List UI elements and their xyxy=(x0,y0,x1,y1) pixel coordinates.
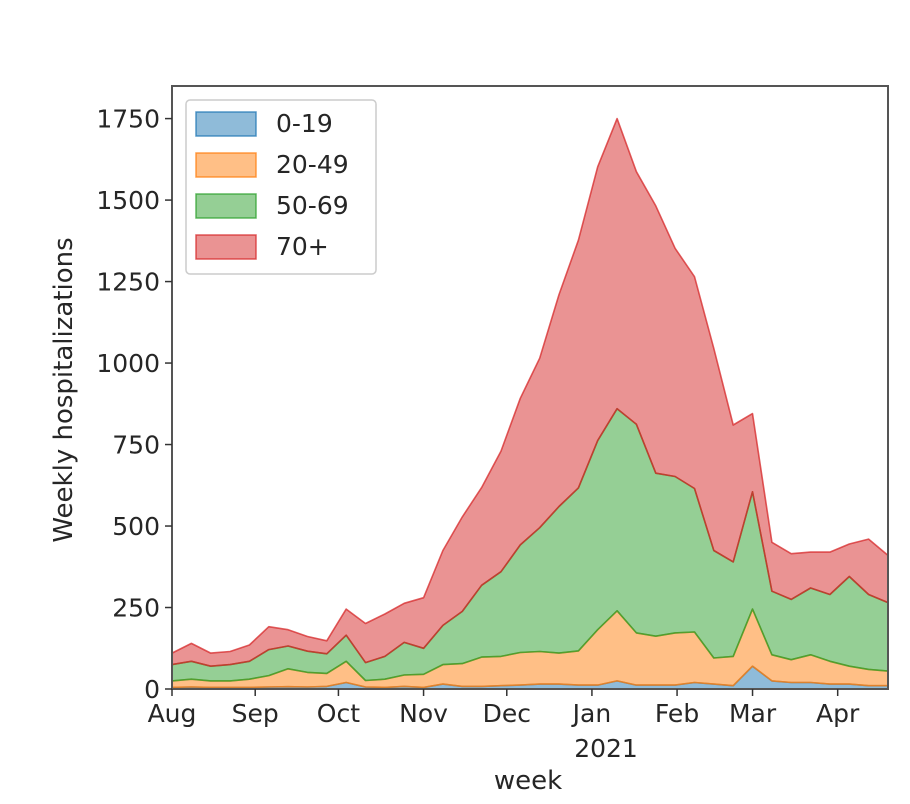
legend-label-0-19: 0-19 xyxy=(276,109,333,138)
y-axis: 0 250 500 750 1000 1250 1500 1750 xyxy=(96,105,172,704)
x-axis-title: week xyxy=(494,766,562,796)
legend-label-70-plus: 70+ xyxy=(276,232,329,261)
y-tick-label: 1750 xyxy=(96,105,160,134)
x-axis: Aug Sep Oct Nov Dec Jan Feb Mar Apr xyxy=(148,689,860,728)
x-tick-label-sep: Sep xyxy=(232,699,279,728)
legend-box xyxy=(185,99,377,275)
y-axis-title: Weekly hospitalizations xyxy=(49,237,79,542)
y-tick-label: 750 xyxy=(112,431,160,460)
x-tick-label-nov: Nov xyxy=(399,699,448,728)
legend-swatch-20-49 xyxy=(195,152,257,178)
year-label: 2021 xyxy=(574,734,638,763)
legend: 0-19 20-49 50-69 70+ xyxy=(185,99,377,275)
legend-swatch-70-plus xyxy=(195,234,257,260)
legend-label-20-49: 20-49 xyxy=(276,150,349,179)
legend-swatch-0-19 xyxy=(195,111,257,137)
x-tick-label-aug: Aug xyxy=(148,699,197,728)
x-tick-label-mar: Mar xyxy=(729,699,777,728)
plot-frame xyxy=(171,85,889,690)
y-tick-label: 0 xyxy=(144,675,160,704)
y-tick-label: 1250 xyxy=(96,268,160,297)
x-tick-label-dec: Dec xyxy=(483,699,531,728)
x-tick-label-oct: Oct xyxy=(317,699,360,728)
x-tick-label-feb: Feb xyxy=(655,699,699,728)
x-tick-label-jan: Jan xyxy=(571,699,612,728)
y-tick-label: 250 xyxy=(112,594,160,623)
legend-label-50-69: 50-69 xyxy=(276,191,349,220)
y-tick-label: 1500 xyxy=(96,186,160,215)
legend-swatch-50-69 xyxy=(195,193,257,219)
y-tick-label: 1000 xyxy=(96,349,160,378)
y-tick-label: 500 xyxy=(112,512,160,541)
x-tick-label-apr: Apr xyxy=(816,699,860,728)
